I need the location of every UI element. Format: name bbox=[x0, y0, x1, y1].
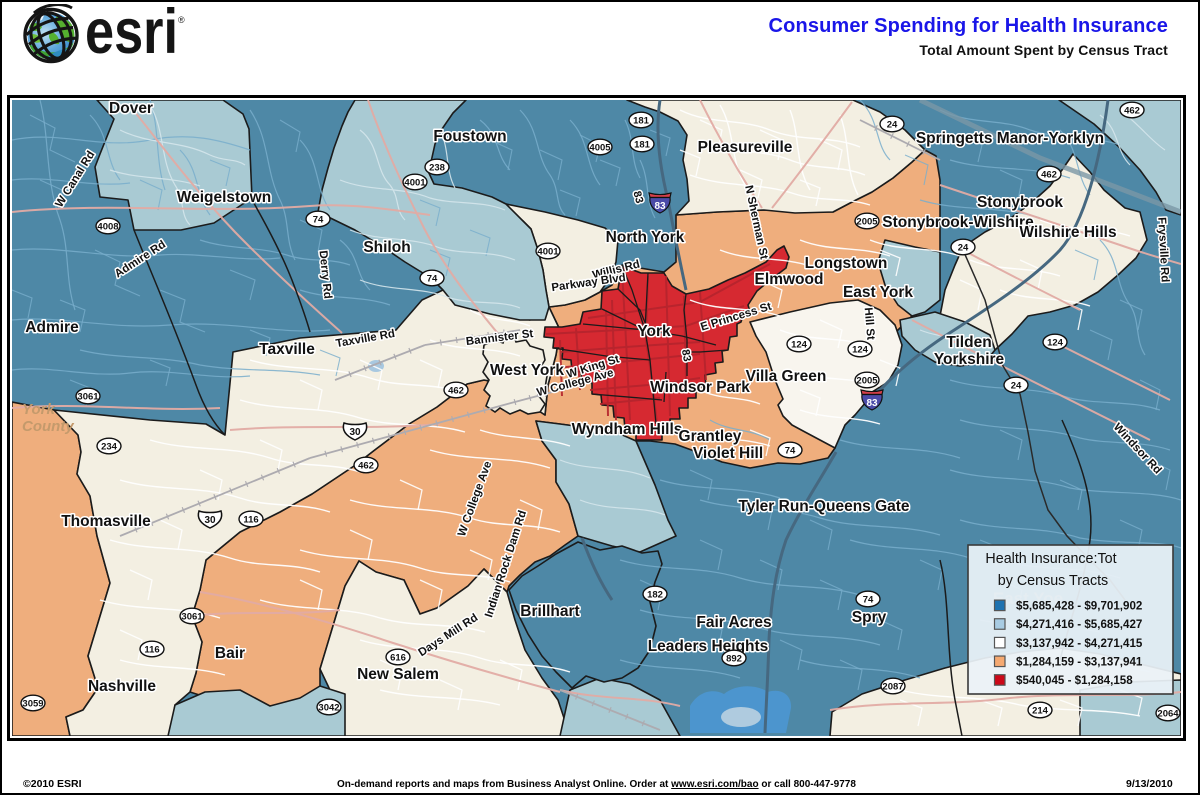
svg-text:New Salem: New Salem bbox=[357, 666, 439, 683]
svg-text:North York: North York bbox=[606, 229, 685, 246]
svg-text:$3,137,942 - $4,271,415: $3,137,942 - $4,271,415 bbox=[1016, 637, 1143, 650]
svg-text:Shiloh: Shiloh bbox=[363, 239, 410, 256]
svg-text:York: York bbox=[22, 401, 55, 418]
svg-text:83: 83 bbox=[631, 190, 646, 205]
svg-text:124: 124 bbox=[852, 344, 869, 355]
svg-text:Dover: Dover bbox=[109, 100, 153, 117]
svg-text:Fair Acres: Fair Acres bbox=[696, 614, 771, 631]
svg-text:24: 24 bbox=[1011, 380, 1022, 391]
svg-text:Tilden: Tilden bbox=[946, 334, 991, 351]
svg-text:124: 124 bbox=[791, 339, 808, 350]
svg-text:462: 462 bbox=[358, 460, 374, 471]
svg-text:Pleasureville: Pleasureville bbox=[698, 139, 793, 156]
svg-text:Nashville: Nashville bbox=[88, 678, 156, 695]
svg-text:182: 182 bbox=[647, 589, 663, 600]
svg-text:116: 116 bbox=[243, 514, 258, 525]
svg-text:74: 74 bbox=[785, 445, 796, 456]
svg-text:462: 462 bbox=[1124, 105, 1140, 116]
svg-text:$540,045 - $1,284,158: $540,045 - $1,284,158 bbox=[1016, 674, 1133, 687]
svg-text:3061: 3061 bbox=[181, 611, 203, 622]
svg-text:74: 74 bbox=[863, 594, 874, 605]
svg-text:Health Insurance:Tot: Health Insurance:Tot bbox=[985, 551, 1116, 567]
svg-text:County: County bbox=[22, 418, 74, 435]
svg-text:$5,685,428 - $9,701,902: $5,685,428 - $9,701,902 bbox=[1016, 600, 1142, 613]
svg-text:East York: East York bbox=[843, 284, 913, 301]
svg-text:Longstown: Longstown bbox=[805, 255, 888, 272]
svg-text:Taxville: Taxville bbox=[259, 341, 315, 358]
svg-text:by Census Tracts: by Census Tracts bbox=[998, 573, 1108, 589]
svg-text:2087: 2087 bbox=[882, 681, 903, 692]
svg-text:Frysville Rd: Frysville Rd bbox=[1155, 217, 1170, 283]
svg-text:74: 74 bbox=[427, 273, 438, 284]
svg-text:Weigelstown: Weigelstown bbox=[177, 189, 271, 206]
svg-text:30: 30 bbox=[204, 515, 216, 526]
svg-text:Spry: Spry bbox=[852, 609, 887, 626]
svg-text:Yorkshire: Yorkshire bbox=[934, 351, 1005, 368]
svg-text:Brillhart: Brillhart bbox=[520, 603, 579, 620]
svg-text:2064: 2064 bbox=[1157, 708, 1179, 719]
svg-text:Elmwood: Elmwood bbox=[755, 271, 824, 288]
svg-text:4001: 4001 bbox=[404, 177, 426, 188]
svg-text:Admire: Admire bbox=[25, 319, 79, 336]
svg-text:Thomasville: Thomasville bbox=[61, 513, 151, 530]
svg-text:Bair: Bair bbox=[215, 645, 245, 662]
svg-text:Wyndham Hills: Wyndham Hills bbox=[572, 421, 683, 438]
svg-text:esri: esri bbox=[85, 4, 178, 66]
svg-text:83: 83 bbox=[866, 398, 878, 409]
svg-text:Grantley: Grantley bbox=[679, 428, 742, 445]
svg-text:116: 116 bbox=[144, 644, 159, 655]
svg-text:83: 83 bbox=[679, 348, 693, 362]
svg-text:30: 30 bbox=[349, 427, 361, 438]
svg-text:Foustown: Foustown bbox=[433, 128, 506, 145]
svg-text:2005: 2005 bbox=[856, 375, 878, 386]
svg-text:Stonybrook: Stonybrook bbox=[977, 194, 1063, 211]
svg-text:Springetts Manor-Yorklyn: Springetts Manor-Yorklyn bbox=[916, 130, 1104, 147]
svg-text:4001: 4001 bbox=[537, 246, 559, 257]
svg-text:Leaders Heights: Leaders Heights bbox=[648, 638, 769, 655]
svg-text:3061: 3061 bbox=[77, 391, 99, 402]
svg-text:Violet Hill: Violet Hill bbox=[693, 445, 763, 462]
svg-text:214: 214 bbox=[1032, 705, 1049, 716]
svg-text:4008: 4008 bbox=[97, 221, 118, 232]
svg-text:Tyler Run-Queens Gate: Tyler Run-Queens Gate bbox=[738, 498, 909, 515]
svg-text:616: 616 bbox=[390, 652, 406, 663]
svg-text:Hill St: Hill St bbox=[862, 307, 877, 341]
svg-text:462: 462 bbox=[448, 385, 464, 396]
svg-text:24: 24 bbox=[958, 242, 969, 253]
svg-text:®: ® bbox=[178, 15, 185, 25]
svg-text:234: 234 bbox=[101, 441, 118, 452]
svg-text:Villa Green: Villa Green bbox=[746, 368, 827, 385]
svg-text:2005: 2005 bbox=[856, 216, 878, 227]
svg-text:Stonybrook-Wilshire: Stonybrook-Wilshire bbox=[882, 214, 1034, 231]
svg-text:238: 238 bbox=[429, 162, 445, 173]
svg-text:74: 74 bbox=[313, 214, 324, 225]
svg-text:$1,284,159 - $3,137,941: $1,284,159 - $3,137,941 bbox=[1016, 655, 1143, 668]
svg-text:4005: 4005 bbox=[589, 142, 611, 153]
svg-text:181: 181 bbox=[634, 139, 651, 150]
svg-text:181: 181 bbox=[633, 115, 650, 126]
svg-text:892: 892 bbox=[726, 653, 742, 664]
svg-text:Windsor Park: Windsor Park bbox=[650, 379, 750, 396]
svg-text:$4,271,416 - $5,685,427: $4,271,416 - $5,685,427 bbox=[1016, 618, 1142, 631]
svg-text:83: 83 bbox=[654, 201, 666, 212]
svg-text:124: 124 bbox=[1047, 337, 1064, 348]
svg-text:462: 462 bbox=[1041, 169, 1057, 180]
svg-text:3059: 3059 bbox=[22, 698, 43, 709]
svg-text:Wilshire Hills: Wilshire Hills bbox=[1019, 224, 1116, 241]
svg-text:York: York bbox=[637, 323, 671, 340]
svg-text:West York: West York bbox=[490, 362, 564, 379]
svg-text:3042: 3042 bbox=[318, 702, 339, 713]
svg-text:24: 24 bbox=[887, 119, 898, 130]
